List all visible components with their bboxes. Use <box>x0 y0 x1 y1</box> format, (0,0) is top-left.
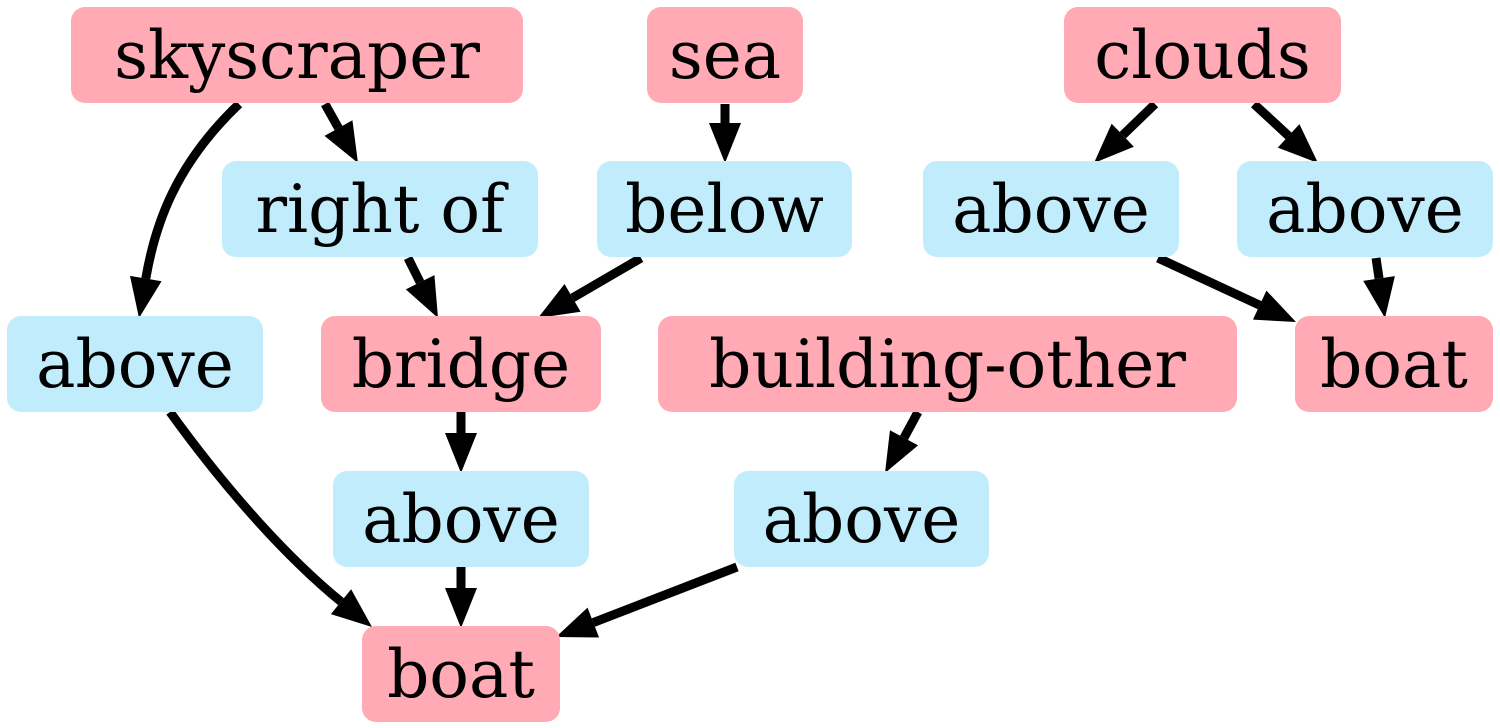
arrowhead <box>709 123 741 163</box>
edge-above-clouds-1-to-boat-right <box>1156 253 1296 322</box>
node-boat-bottom: boat <box>362 626 560 722</box>
node-skyscraper: skyscraper <box>71 7 523 103</box>
edge-line <box>1119 100 1159 139</box>
arrowhead <box>130 275 162 318</box>
arrowhead <box>538 284 581 318</box>
node-below: below <box>597 161 852 257</box>
edge-above-building-to-boat-bottom <box>556 562 739 638</box>
edge-above-sky-to-boat-bottom <box>166 409 372 627</box>
node-right-of: right of <box>222 161 538 257</box>
edge-right-of-to-bridge <box>403 255 438 318</box>
arrowhead <box>1252 290 1296 322</box>
edge-line <box>1156 253 1262 310</box>
edge-line <box>1250 100 1292 140</box>
edge-line <box>1371 257 1384 280</box>
node-boat-right: boat <box>1295 316 1493 412</box>
node-above-bridge: above <box>333 471 589 567</box>
edge-sea-to-below <box>709 104 741 163</box>
arrowhead <box>405 275 438 318</box>
edge-line <box>591 562 739 627</box>
node-sea: sea <box>647 7 803 103</box>
arrowhead <box>885 430 919 473</box>
edge-line <box>900 409 922 440</box>
arrowhead <box>324 120 358 163</box>
node-bridge: bridge <box>321 316 601 412</box>
arrowhead <box>1363 276 1395 318</box>
edge-line <box>403 255 425 285</box>
node-above-clouds-2: above <box>1237 161 1493 257</box>
arrowhead <box>1277 124 1318 163</box>
edge-skyscraper-to-above-sky <box>130 100 243 318</box>
edge-line <box>321 101 343 131</box>
node-above-building: above <box>734 471 989 567</box>
arrowhead <box>330 589 372 627</box>
edge-above-clouds-2-to-boat-right <box>1363 257 1395 318</box>
arrowhead <box>1094 123 1134 163</box>
edge-building-other-to-above-building <box>885 409 922 473</box>
edge-line <box>570 254 644 302</box>
edge-clouds-to-above-clouds-2 <box>1250 100 1318 163</box>
edge-line <box>141 100 243 280</box>
edge-skyscraper-to-right-of <box>321 101 358 163</box>
edge-clouds-to-above-clouds-1 <box>1094 100 1159 163</box>
arrowhead <box>445 588 477 628</box>
arrowhead <box>445 433 477 473</box>
node-building-other: building-other <box>658 316 1237 412</box>
edge-below-to-bridge <box>538 254 644 318</box>
node-above-clouds-1: above <box>923 161 1179 257</box>
edge-bridge-to-above-bridge <box>445 412 477 473</box>
arrowhead <box>556 607 600 638</box>
edge-line <box>166 409 344 606</box>
edge-layer <box>130 100 1395 638</box>
node-above-skyscraper: above <box>7 316 263 412</box>
edge-above-bridge-to-boat-bottom <box>445 567 477 628</box>
node-clouds: clouds <box>1064 7 1341 103</box>
